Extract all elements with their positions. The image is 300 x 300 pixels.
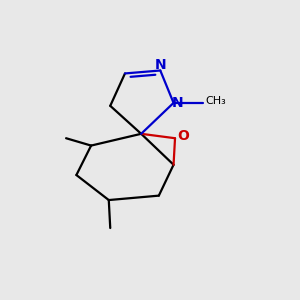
Text: N: N	[171, 96, 183, 110]
Text: N: N	[154, 58, 166, 72]
Text: O: O	[177, 129, 189, 143]
Text: CH₃: CH₃	[206, 95, 226, 106]
